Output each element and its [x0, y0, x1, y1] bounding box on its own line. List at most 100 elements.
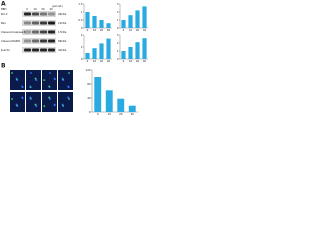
- cell-dot: [67, 96, 70, 99]
- cell-dot: [29, 96, 32, 99]
- y-tick-label: 40: [87, 96, 91, 100]
- x-tick-label: 0: [87, 59, 89, 63]
- x-tick-label: 0: [123, 59, 125, 63]
- cell-dot: [30, 72, 32, 74]
- treatment-label: BBH: [1, 7, 7, 11]
- x-tick-label: 20: [136, 28, 140, 32]
- x-tick-label: 0: [87, 28, 89, 32]
- micrograph: [58, 70, 73, 90]
- cell-dot: [68, 72, 70, 74]
- row-label: β-actin: [1, 48, 10, 52]
- bar: [128, 15, 133, 28]
- micrograph: [58, 92, 73, 112]
- cell-dot: [34, 103, 37, 106]
- x-tick-label: 40: [107, 28, 111, 32]
- blot-band: [24, 12, 31, 16]
- x-tick-label: 40: [143, 28, 147, 32]
- bar: [128, 47, 133, 59]
- y-tick-label: 120: [86, 68, 91, 72]
- size-label: 21kDa: [58, 21, 67, 25]
- bar: [117, 98, 125, 112]
- size-label: 26kDa: [58, 12, 67, 16]
- cell-dot: [67, 85, 70, 88]
- blot-band: [32, 21, 39, 25]
- micrograph: [26, 70, 41, 90]
- bar: [105, 90, 113, 112]
- cell-dot: [21, 96, 24, 99]
- x-tick-label: 20: [119, 112, 123, 116]
- cell-dot: [15, 103, 18, 106]
- dose-label: 20: [41, 7, 45, 11]
- x-tick-label: 10: [129, 59, 133, 63]
- x-tick-label: 40: [131, 112, 135, 116]
- blot-band: [32, 39, 39, 43]
- micrograph: [26, 92, 41, 112]
- blot-band: [24, 48, 31, 52]
- cell-dot: [61, 77, 64, 80]
- blot-band: [32, 12, 39, 16]
- blot-band: [32, 30, 39, 34]
- x-tick-label: 0: [97, 112, 99, 116]
- y-tick-label: 0.5: [78, 18, 82, 22]
- size-label: 17kDa: [58, 30, 67, 34]
- micrograph: [42, 92, 57, 112]
- bar: [85, 53, 90, 59]
- x-tick-label: 20: [136, 59, 140, 63]
- blot-band: [48, 12, 55, 16]
- bar: [99, 20, 104, 28]
- cell-dot: [43, 105, 46, 107]
- x-tick-label: 10: [108, 112, 112, 116]
- bar: [121, 20, 126, 28]
- micrograph: [42, 70, 57, 90]
- y-tick-label: 2: [81, 45, 83, 49]
- cell-dot: [11, 98, 13, 100]
- blot-band: [48, 21, 55, 25]
- dose-label: 0: [26, 7, 28, 11]
- bar: [94, 77, 102, 112]
- unit-label: (μmol/L): [52, 4, 63, 8]
- cell-dot: [11, 72, 13, 74]
- row-label: Bax: [1, 21, 6, 25]
- y-tick-label: 0: [81, 26, 83, 30]
- page: A B BBH (μmol/L) 0 10 20 40 Bcl-2 26kDa Bax 21k…: [1, 0, 148, 116]
- bar: [106, 38, 111, 59]
- bar: [92, 16, 97, 28]
- y-tick-label: 4: [81, 33, 83, 37]
- cell-dot: [29, 85, 32, 88]
- dose-label: 40: [49, 7, 53, 11]
- row-label: Cleaved-PARP1: [1, 39, 21, 43]
- y-tick-label: 1: [81, 10, 83, 14]
- x-tick-label: 10: [93, 28, 97, 32]
- blot-band: [24, 39, 31, 43]
- blot-band: [40, 30, 47, 34]
- bar: [85, 12, 90, 28]
- cell-dot: [48, 96, 51, 99]
- blot-band: [40, 39, 47, 43]
- x-tick-label: 20: [100, 28, 104, 32]
- blot-band: [24, 21, 31, 25]
- blot-band: [40, 12, 47, 16]
- blot-band: [40, 48, 47, 52]
- blot-band: [32, 48, 39, 52]
- micrograph: [10, 92, 25, 112]
- x-tick-label: 0: [123, 28, 125, 32]
- cell-dot: [53, 77, 56, 80]
- x-tick-label: 40: [107, 59, 111, 63]
- y-tick-label: 2: [117, 10, 119, 14]
- blot-band: [48, 39, 55, 43]
- bar: [92, 48, 97, 59]
- dose-label: 10: [33, 7, 37, 11]
- bar: [121, 51, 126, 59]
- y-tick-label: 1: [117, 18, 119, 22]
- y-tick-label: 0: [81, 57, 83, 61]
- y-tick-label: 2: [117, 41, 119, 45]
- cell-dot: [61, 103, 64, 106]
- blot-band: [40, 21, 47, 25]
- y-tick-label: 1.5: [78, 2, 82, 6]
- blot-band: [48, 48, 55, 52]
- blot-band: [48, 30, 55, 34]
- cell-dot: [34, 77, 37, 80]
- size-label: 42kDa: [58, 48, 67, 52]
- cell-dot: [43, 79, 46, 81]
